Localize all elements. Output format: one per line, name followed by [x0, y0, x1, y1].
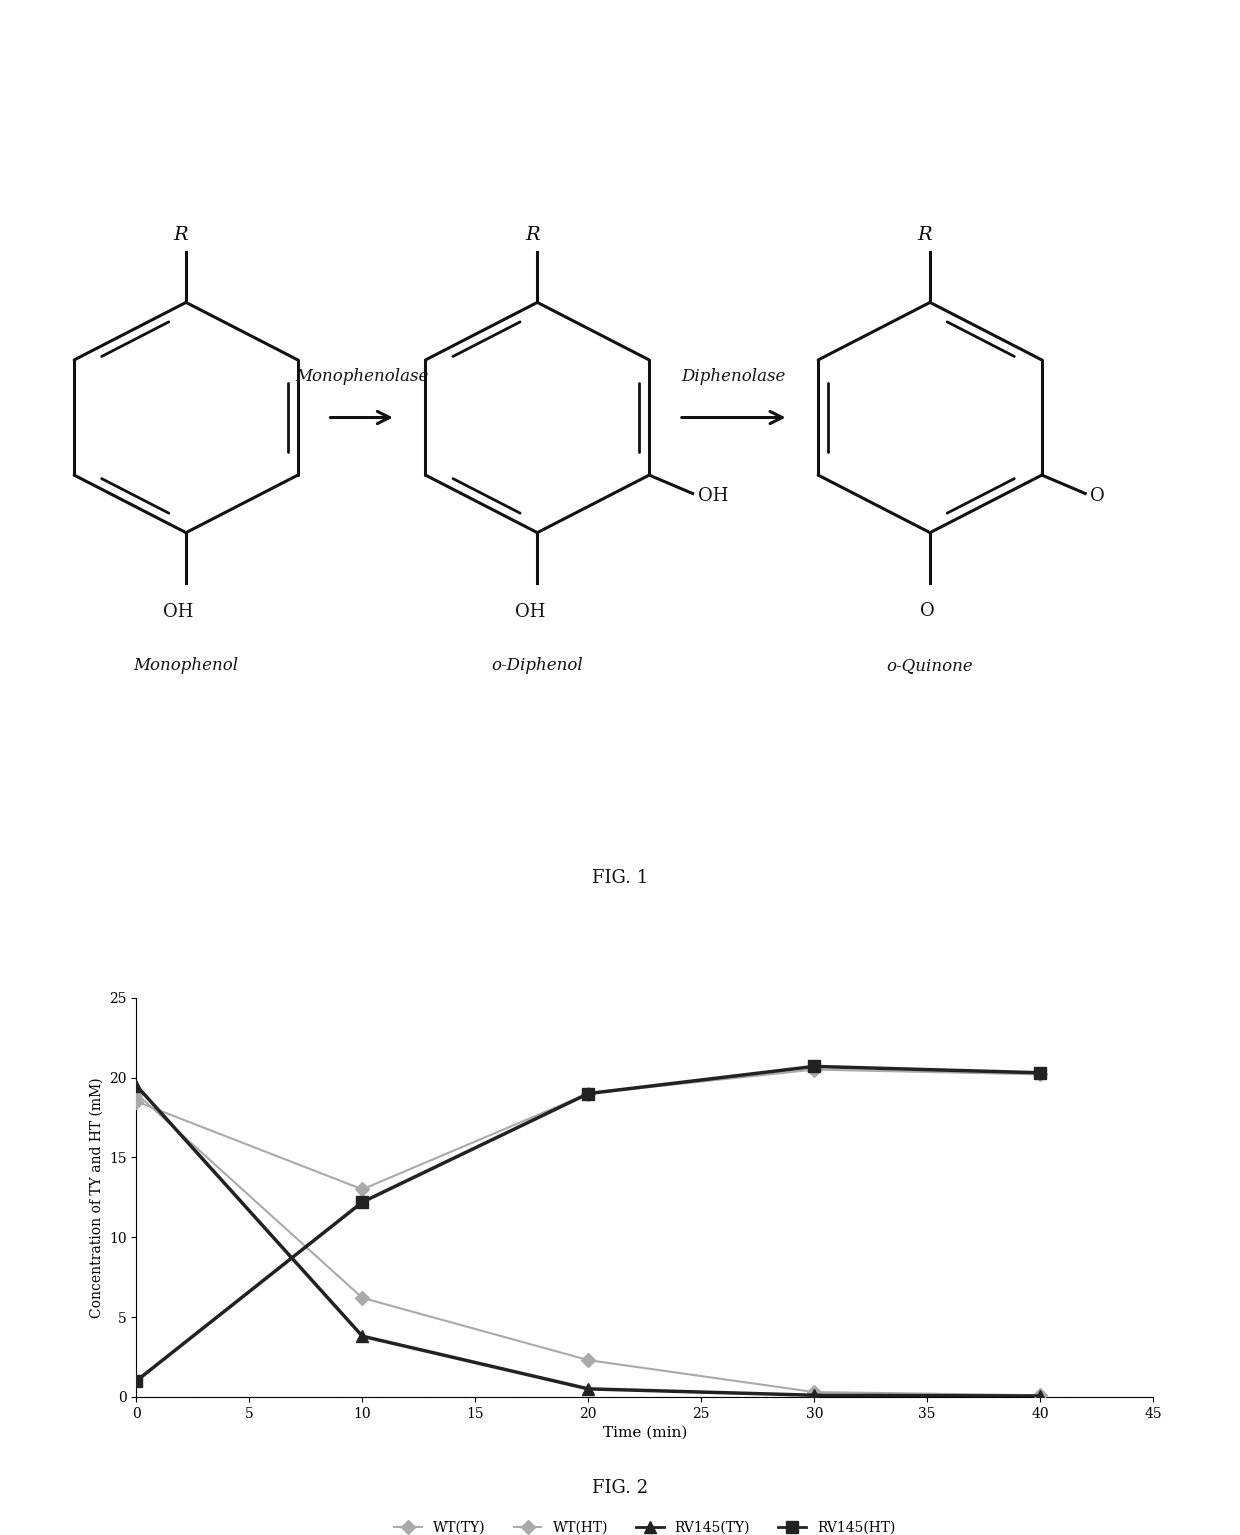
X-axis label: Time (min): Time (min): [603, 1426, 687, 1440]
Text: OH: OH: [515, 603, 544, 622]
Text: O: O: [920, 602, 935, 620]
Text: FIG. 1: FIG. 1: [591, 869, 649, 887]
Legend: WT(TY), WT(HT), RV145(TY), RV145(HT): WT(TY), WT(HT), RV145(TY), RV145(HT): [389, 1515, 900, 1535]
Text: Monophenol: Monophenol: [134, 657, 238, 674]
Y-axis label: Concentration of TY and HT (mM): Concentration of TY and HT (mM): [89, 1078, 103, 1317]
Text: R: R: [918, 226, 932, 244]
Text: OH: OH: [164, 603, 193, 622]
Text: OH: OH: [698, 487, 728, 505]
Text: o-Quinone: o-Quinone: [887, 657, 973, 674]
Text: Monophenolase: Monophenolase: [295, 368, 428, 385]
Text: o-Diphenol: o-Diphenol: [491, 657, 583, 674]
Text: FIG. 2: FIG. 2: [591, 1478, 649, 1497]
Text: R: R: [174, 226, 188, 244]
Text: R: R: [525, 226, 539, 244]
Text: O: O: [1090, 487, 1105, 505]
Text: Diphenolase: Diphenolase: [682, 368, 786, 385]
